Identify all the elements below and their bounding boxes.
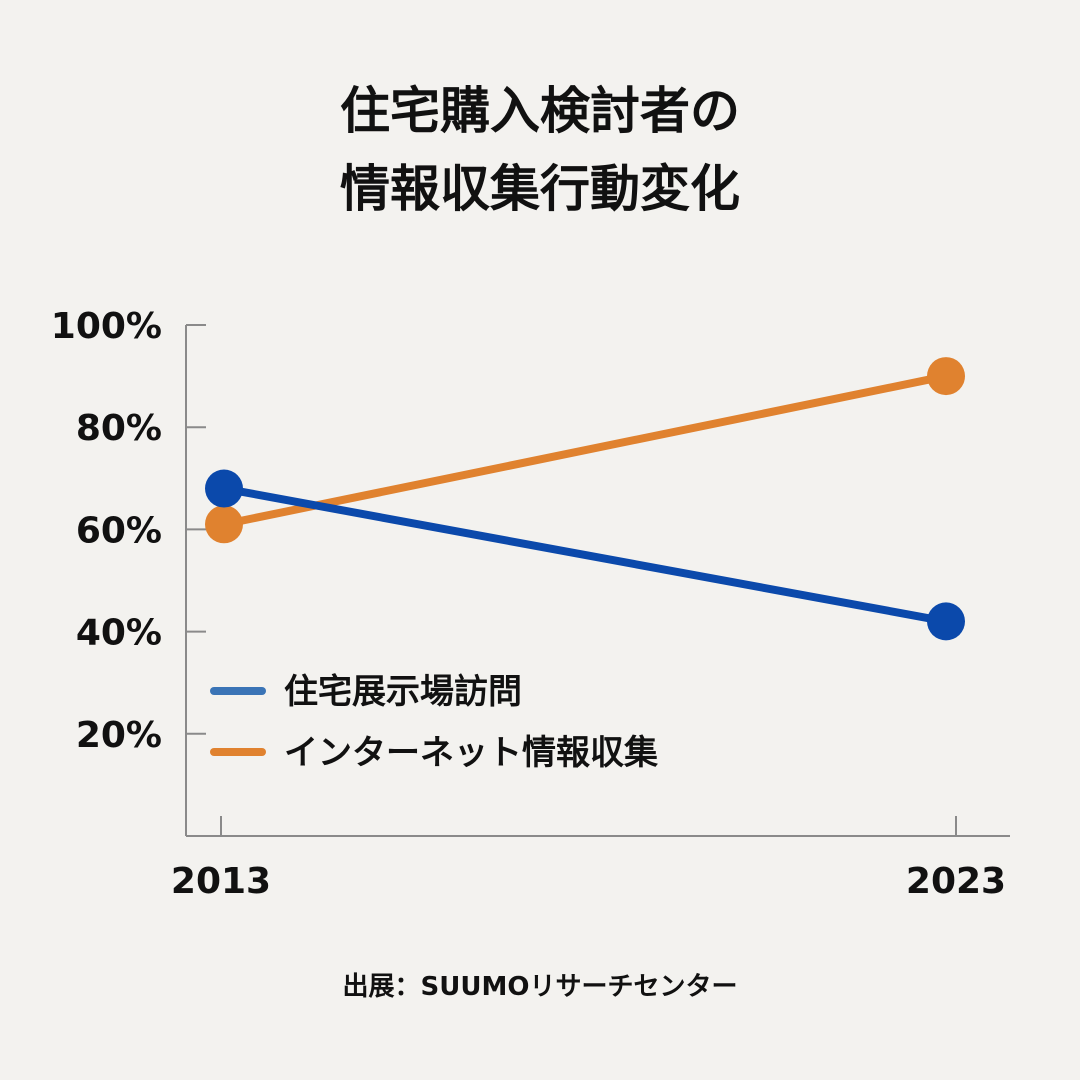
data-point [205,469,243,508]
y-tick-label: 60% [76,510,162,551]
legend-label: インターネット情報収集 [284,733,658,773]
data-point [927,602,965,641]
x-tick-label: 2023 [906,861,1006,902]
chart-title-line-1: 住宅購入検討者の [340,82,740,140]
y-tick-label: 100% [51,306,162,347]
chart-title-line-2: 情報収集行動変化 [340,160,740,218]
chart-title: 住宅購入検討者の 情報収集行動変化 [0,72,1080,228]
source-note: 出展：SUUMOリサーチセンター [342,972,738,1002]
y-tick-label: 80% [76,408,162,449]
data-point [205,505,243,544]
y-tick-label: 20% [76,715,162,756]
series-line [220,372,950,529]
y-tick-label: 40% [76,613,162,654]
data-point [927,357,965,396]
x-tick-label: 2013 [171,861,271,902]
series-line [220,484,950,626]
legend-label: 住宅展示場訪問 [284,672,522,712]
